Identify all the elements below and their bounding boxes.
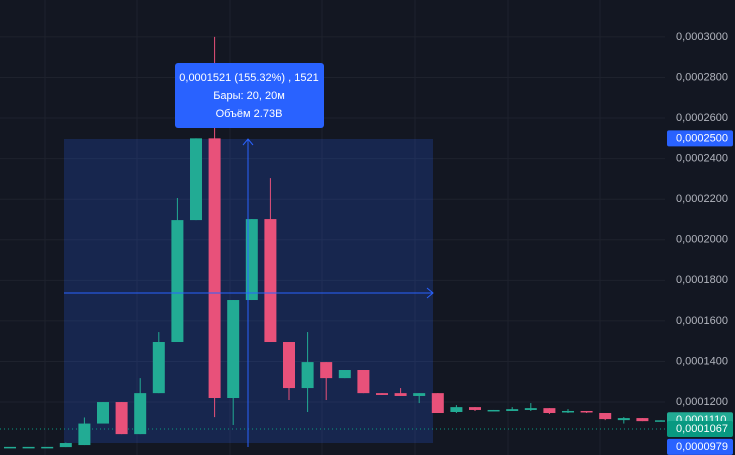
- candle-body: [487, 409, 500, 412]
- price-label-box: [667, 438, 733, 455]
- candle-body: [636, 418, 649, 422]
- candle-body: [59, 443, 72, 448]
- y-tick-label: 0,0003000: [676, 31, 728, 43]
- arrow-head: [426, 287, 434, 299]
- candle-body: [245, 219, 258, 301]
- candle-body: [431, 393, 444, 414]
- candle-body: [599, 413, 612, 420]
- candle-body: [543, 408, 556, 414]
- tooltip-line: 0,0001521 (155.32%) , 1521: [179, 72, 318, 84]
- y-tick-label: 0,0001800: [676, 274, 728, 286]
- tooltip-box: [175, 63, 324, 128]
- candle-body: [450, 407, 463, 412]
- candle-body: [227, 300, 240, 398]
- candle-body: [655, 420, 667, 422]
- price-label: 0,0002500: [676, 132, 728, 144]
- horizontal-grid: [0, 36, 665, 403]
- candle-body: [524, 408, 537, 410]
- price-label-box: [667, 130, 733, 147]
- candle-body: [469, 407, 481, 410]
- candle-body: [171, 220, 184, 343]
- price-axis: [665, 0, 735, 455]
- candle-body: [283, 342, 295, 389]
- candle-body: [41, 446, 54, 449]
- measure-arrows: [64, 138, 434, 447]
- candle-body: [22, 446, 35, 449]
- candle-body: [394, 393, 407, 396]
- price-label: 0,0001067: [676, 423, 728, 435]
- candle-body: [338, 370, 351, 379]
- y-tick-label: 0,0001200: [676, 396, 728, 408]
- candle-body: [115, 402, 128, 435]
- candle-body: [97, 402, 109, 424]
- candle-body: [208, 138, 221, 398]
- y-tick-label: 0,0001600: [676, 315, 728, 327]
- candle-body: [264, 219, 277, 343]
- candle-body: [134, 393, 147, 435]
- candle-body: [562, 410, 574, 413]
- tooltip: 0,0001521 (155.32%) , 1521 Бары: 20, 20м…: [175, 63, 324, 128]
- price-axis-labels: 0,0001200 0,0001400 0,0001600 0,0001800 0,00…: [667, 31, 733, 455]
- price-label: 0,0000979: [676, 441, 728, 453]
- y-tick-label: 0,0001400: [676, 355, 728, 367]
- candle-body: [580, 410, 593, 413]
- candle-body: [376, 393, 388, 395]
- price-label-box: [667, 421, 733, 438]
- y-tick-label: 0,0002800: [676, 71, 728, 83]
- tooltip-line: Объём 2.73B: [216, 108, 283, 120]
- candle-body: [301, 362, 314, 389]
- candle-body: [357, 370, 370, 394]
- candle-body: [78, 423, 91, 446]
- candle-body: [4, 446, 16, 449]
- y-tick-label: 0,0002000: [676, 234, 728, 246]
- candle-body: [152, 342, 165, 394]
- y-tick-label: 0,0002400: [676, 153, 728, 165]
- y-tick-label: 0,0002200: [676, 193, 728, 205]
- tooltip-line: Бары: 20, 20м: [213, 90, 285, 102]
- candle-body: [506, 409, 519, 411]
- candles: [4, 36, 667, 449]
- y-tick-label: 0,0002600: [676, 112, 728, 124]
- candle-body: [320, 362, 333, 379]
- candle-body: [413, 393, 426, 396]
- candle-body: [190, 138, 202, 221]
- candle-body: [617, 418, 630, 421]
- arrow-head: [242, 138, 254, 146]
